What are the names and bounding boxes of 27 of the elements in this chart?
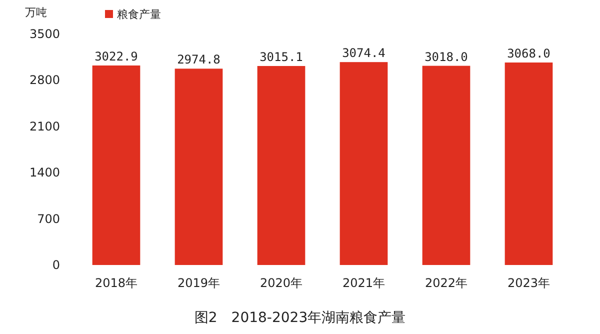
bar — [257, 66, 306, 265]
bar — [422, 66, 470, 265]
y-tick-label: 1400 — [29, 166, 60, 180]
y-tick-label: 3500 — [29, 27, 60, 41]
text: 图2 2018-2023年湖南粮食产量 — [194, 310, 406, 326]
bar — [92, 65, 140, 265]
x-tick-label: 2023年 — [507, 276, 550, 290]
bar — [174, 68, 223, 265]
text: 3018.0 — [424, 50, 468, 64]
y-tick-label: 700 — [37, 212, 60, 226]
y-tick-label: 0 — [52, 258, 60, 272]
y-axis-title: 万吨 — [25, 6, 47, 19]
text: 3015.1 — [260, 50, 303, 64]
legend-label: 粮食产量 — [117, 8, 161, 21]
x-tick-label: 2018年 — [94, 276, 138, 290]
text: 2974.8 — [177, 52, 220, 67]
x-tick-label: 2020年 — [260, 276, 303, 290]
text: 3022.9 — [94, 49, 138, 64]
text: 3074.4 — [342, 46, 386, 60]
x-tick-label: 2021年 — [342, 276, 386, 290]
x-tick-label: 2019年 — [177, 276, 220, 290]
bar — [504, 62, 553, 265]
text: 3068.0 — [507, 46, 550, 61]
bar — [340, 62, 388, 265]
x-tick-label: 2022年 — [424, 276, 468, 290]
y-tick-label: 2800 — [29, 73, 60, 88]
y-tick-label: 2100 — [29, 119, 60, 134]
